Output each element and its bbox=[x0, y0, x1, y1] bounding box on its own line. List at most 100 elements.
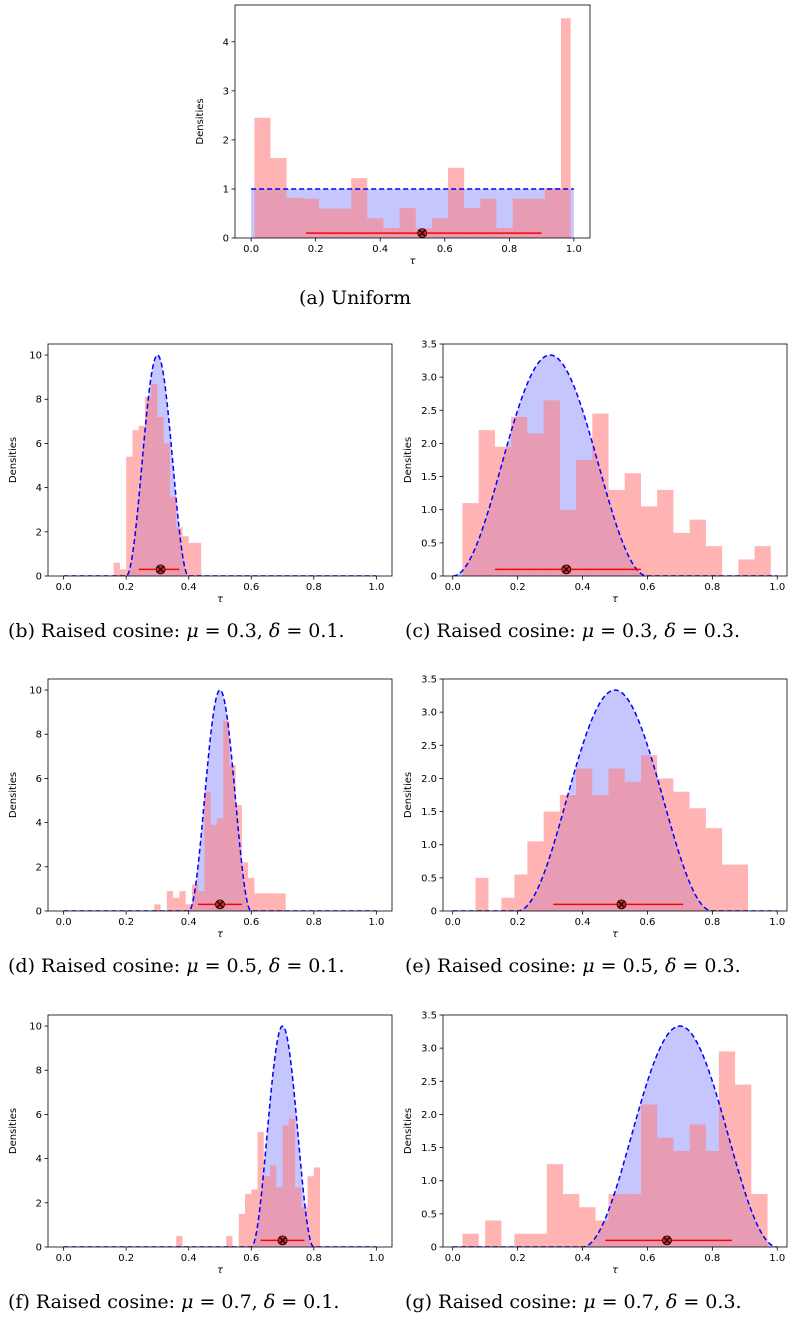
histogram-bar bbox=[514, 874, 528, 911]
x-tick-label: 0.4 bbox=[181, 1253, 197, 1264]
x-tick-label: 0.8 bbox=[306, 1253, 322, 1264]
x-tick-label: 1.0 bbox=[368, 582, 384, 593]
histogram-bar bbox=[254, 893, 261, 911]
y-tick-label: 1.0 bbox=[421, 840, 437, 851]
histogram-bar bbox=[204, 791, 211, 911]
y-axis-label: Densities bbox=[8, 1108, 19, 1154]
caption-d: (d) Raised cosine: μ = 0.5, δ = 0.1. bbox=[8, 955, 345, 977]
histogram-bar bbox=[640, 755, 658, 911]
histogram-bar bbox=[640, 506, 658, 576]
y-tick-label: 3.0 bbox=[421, 1044, 437, 1055]
histogram-bar bbox=[431, 218, 448, 238]
histogram-bar bbox=[245, 1193, 252, 1247]
histogram-bar bbox=[705, 1150, 719, 1247]
histogram-bar bbox=[576, 460, 593, 576]
y-tick-label: 0 bbox=[431, 572, 437, 583]
y-tick-label: 2.0 bbox=[421, 1110, 437, 1121]
histogram-bar bbox=[576, 768, 593, 911]
x-tick-label: 0.2 bbox=[118, 917, 134, 928]
x-tick-label: 0.0 bbox=[56, 582, 72, 593]
histogram-bar bbox=[608, 1193, 625, 1247]
x-tick-label: 1.0 bbox=[769, 1253, 785, 1264]
histogram-bar bbox=[530, 1233, 547, 1247]
histogram-bar bbox=[157, 416, 164, 576]
x-tick-label: 0.4 bbox=[575, 582, 591, 593]
y-tick-label: 4 bbox=[223, 37, 229, 48]
y-axis-label: Densities bbox=[8, 772, 19, 818]
y-tick-label: 0.5 bbox=[421, 873, 437, 884]
histogram-bar bbox=[238, 1213, 246, 1247]
histogram-bar bbox=[462, 1233, 479, 1247]
histogram-bar bbox=[511, 416, 528, 576]
estimate-marker bbox=[215, 899, 225, 910]
histogram-bar bbox=[657, 489, 674, 576]
y-tick-label: 4 bbox=[36, 818, 42, 829]
histogram-bar bbox=[295, 1187, 302, 1247]
estimate-marker bbox=[417, 228, 428, 238]
histogram-bar bbox=[273, 893, 280, 911]
x-axis-label: τ bbox=[612, 594, 619, 605]
x-axis-label: τ bbox=[612, 929, 619, 940]
y-tick-label: 8 bbox=[36, 395, 42, 406]
histogram-bar bbox=[263, 1176, 271, 1247]
histogram-bar bbox=[485, 1220, 502, 1247]
histogram-bar bbox=[288, 1118, 296, 1247]
histogram-bar bbox=[595, 1220, 609, 1247]
chart-panel-b: 0.0 0.2 0.4 0.6 0.8 1.0 0 2 4 6 8 10 τ Densities bbox=[8, 343, 393, 605]
y-tick-label: 6 bbox=[36, 1110, 42, 1121]
histogram-bar bbox=[318, 208, 336, 238]
y-tick-label: 0 bbox=[36, 1243, 42, 1254]
histogram-bar bbox=[210, 824, 217, 911]
y-tick-label: 0 bbox=[431, 1243, 437, 1254]
histogram-bar bbox=[718, 1051, 736, 1247]
chart-panel-a: 0.0 0.2 0.4 0.6 0.8 1.0 0 1 2 3 4 τ Densities bbox=[195, 4, 591, 267]
histogram-bar bbox=[579, 1207, 596, 1247]
estimate-marker bbox=[155, 564, 166, 575]
histogram-bar bbox=[735, 1084, 752, 1247]
x-tick-label: 0.6 bbox=[639, 582, 655, 593]
x-tick-label: 0.6 bbox=[243, 1253, 259, 1264]
histogram-bar bbox=[399, 208, 416, 238]
histogram-bar bbox=[279, 893, 286, 911]
x-tick-label: 0.0 bbox=[445, 582, 461, 593]
x-tick-label: 0.2 bbox=[510, 917, 526, 928]
y-tick-label: 1.0 bbox=[421, 1176, 437, 1187]
histogram-bar bbox=[313, 1167, 321, 1247]
histogram-bar bbox=[543, 811, 560, 911]
x-tick-label: 0.2 bbox=[510, 582, 526, 593]
x-tick-label: 1.0 bbox=[769, 582, 785, 593]
x-tick-label: 0.2 bbox=[308, 244, 324, 255]
histogram-bar bbox=[216, 818, 224, 911]
x-tick-label: 0.8 bbox=[704, 582, 720, 593]
histogram-bar bbox=[563, 1193, 580, 1247]
histogram-bar bbox=[512, 198, 529, 238]
histogram-bar bbox=[194, 542, 202, 576]
histogram-bar bbox=[113, 562, 120, 576]
histogram-bar bbox=[559, 795, 577, 911]
histogram-bar bbox=[154, 904, 161, 911]
prior-area bbox=[63, 355, 377, 576]
y-tick-label: 4 bbox=[36, 483, 42, 494]
histogram-bar bbox=[480, 198, 497, 238]
histogram-bar bbox=[592, 413, 609, 576]
histogram-bar bbox=[735, 864, 749, 911]
histogram-bar bbox=[462, 503, 479, 576]
x-tick-label: 1.0 bbox=[368, 1253, 384, 1264]
x-axis-label: τ bbox=[217, 929, 224, 940]
y-tick-label: 2.0 bbox=[421, 439, 437, 450]
y-tick-label: 10 bbox=[29, 1022, 42, 1033]
chart-panel-c: 0.0 0.2 0.4 0.6 0.8 1.0 0 0.5 1.0 1.5 2.0 2.5 3.0 3.5… bbox=[403, 340, 788, 605]
histogram-bar bbox=[705, 546, 723, 576]
y-tick-label: 3.5 bbox=[421, 1011, 437, 1022]
y-tick-label: 2 bbox=[36, 862, 42, 873]
histogram-bar bbox=[301, 1207, 308, 1247]
histogram-bar bbox=[448, 167, 465, 238]
histogram-bar bbox=[151, 383, 158, 576]
histogram-bar bbox=[126, 456, 133, 576]
y-tick-label: 2 bbox=[223, 135, 229, 146]
chart-panel-g: 0.0 0.2 0.4 0.6 0.8 1.0 0 0.5 1.0 1.5 2.0 2.5 3.0 3.5… bbox=[403, 1011, 788, 1276]
plot-frame bbox=[47, 678, 393, 912]
histogram-bar bbox=[501, 897, 515, 911]
histogram-bar bbox=[738, 559, 755, 576]
